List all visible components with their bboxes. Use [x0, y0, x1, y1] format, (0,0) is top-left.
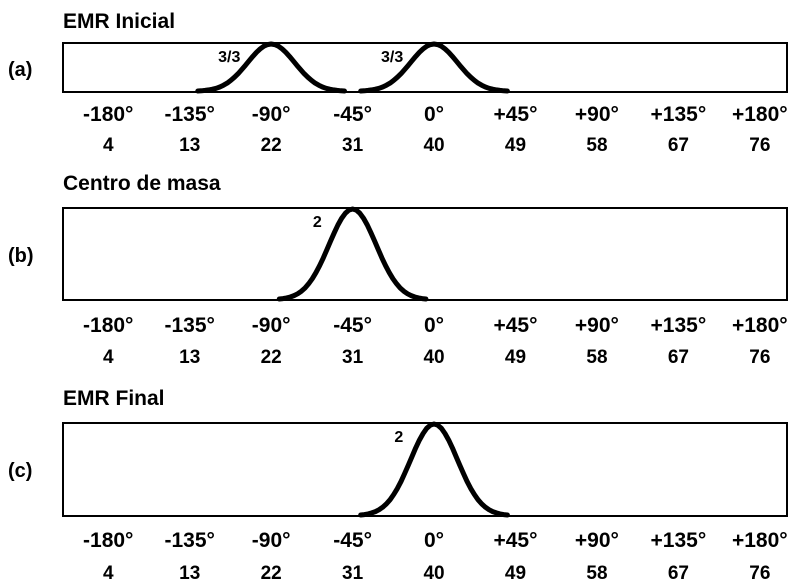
panel-title: EMR Final: [63, 387, 165, 410]
peak-label: 3/3: [218, 49, 240, 66]
degree-tick-label: -45°: [333, 314, 372, 337]
degree-tick-label: -135°: [164, 103, 214, 126]
degree-tick-label: -90°: [252, 529, 291, 552]
index-tick-label: 58: [586, 347, 607, 368]
histogram-frame: [62, 42, 788, 93]
index-tick-label: 22: [261, 135, 282, 156]
degree-tick-label: -45°: [333, 103, 372, 126]
histogram-frame: [62, 422, 788, 517]
index-tick-label: 4: [103, 135, 114, 156]
index-tick-label: 31: [342, 563, 364, 584]
panel-title: Centro de masa: [63, 172, 221, 195]
panel-letter: (b): [8, 245, 34, 267]
degree-tick-label: -180°: [83, 314, 133, 337]
index-tick-label: 4: [103, 347, 114, 368]
peak-label: 3/3: [381, 49, 403, 66]
index-tick-label: 22: [261, 347, 282, 368]
degree-tick-label: 0°: [424, 529, 444, 552]
degree-tick-label: -90°: [252, 314, 291, 337]
index-tick-label: 40: [423, 347, 444, 368]
index-tick-label: 22: [261, 563, 282, 584]
degree-tick-label: +45°: [493, 314, 537, 337]
index-tick-label: 13: [179, 563, 200, 584]
index-tick-label: 67: [668, 563, 689, 584]
degree-tick-label: +45°: [493, 529, 537, 552]
index-tick-label: 58: [586, 563, 607, 584]
index-tick-label: 58: [586, 135, 607, 156]
index-tick-label: 4: [103, 563, 114, 584]
degree-tick-label: +135°: [651, 103, 707, 126]
panel-0: EMR Inicial (a) 3/3 3/3 -180° 4 -135° 13 -90° 22 -…: [8, 10, 788, 156]
degree-tick-label: +135°: [651, 529, 707, 552]
panel-2: EMR Final (c) 2 -180° 4 -135° 13 -90° 22 -45° 31 0°…: [8, 387, 788, 584]
degree-tick-label: -45°: [333, 529, 372, 552]
degree-tick-label: +90°: [575, 314, 619, 337]
degree-tick-label: -135°: [164, 529, 214, 552]
degree-tick-label: -180°: [83, 103, 133, 126]
degree-tick-label: +180°: [732, 529, 788, 552]
peak-label: 2: [313, 214, 322, 231]
degree-tick-label: +180°: [732, 103, 788, 126]
index-tick-label: 49: [505, 347, 526, 368]
degree-tick-label: -180°: [83, 529, 133, 552]
index-tick-label: 49: [505, 135, 526, 156]
degree-tick-label: -135°: [164, 314, 214, 337]
degree-tick-label: 0°: [424, 103, 444, 126]
histogram-frame: [62, 207, 788, 301]
panel-letter: (c): [8, 460, 32, 482]
index-tick-label: 40: [423, 563, 444, 584]
distribution-peak: [358, 421, 510, 518]
peak-label: 2: [394, 429, 403, 446]
index-tick-label: 76: [749, 347, 770, 368]
panel-1: Centro de masa (b) 2 -180° 4 -135° 13 -90° 22 -45…: [8, 172, 788, 368]
index-tick-label: 49: [505, 563, 526, 584]
distribution-peak: [276, 206, 429, 302]
index-tick-label: 40: [423, 135, 444, 156]
index-tick-label: 13: [179, 135, 200, 156]
index-tick-label: 76: [749, 563, 770, 584]
degree-tick-label: -90°: [252, 103, 291, 126]
degree-tick-label: +45°: [493, 103, 537, 126]
panel-letter: (a): [8, 59, 32, 81]
panel-title: EMR Inicial: [63, 10, 175, 33]
distribution-peak: [195, 41, 347, 94]
degree-tick-label: +90°: [575, 103, 619, 126]
degree-tick-label: +90°: [575, 529, 619, 552]
index-tick-label: 13: [179, 347, 200, 368]
degree-tick-label: +135°: [651, 314, 707, 337]
degree-tick-label: +180°: [732, 314, 788, 337]
index-tick-label: 31: [342, 135, 364, 156]
index-tick-label: 67: [668, 347, 689, 368]
index-tick-label: 67: [668, 135, 689, 156]
index-tick-label: 31: [342, 347, 364, 368]
degree-tick-label: 0°: [424, 314, 444, 337]
index-tick-label: 76: [749, 135, 770, 156]
distribution-peak: [358, 41, 510, 94]
